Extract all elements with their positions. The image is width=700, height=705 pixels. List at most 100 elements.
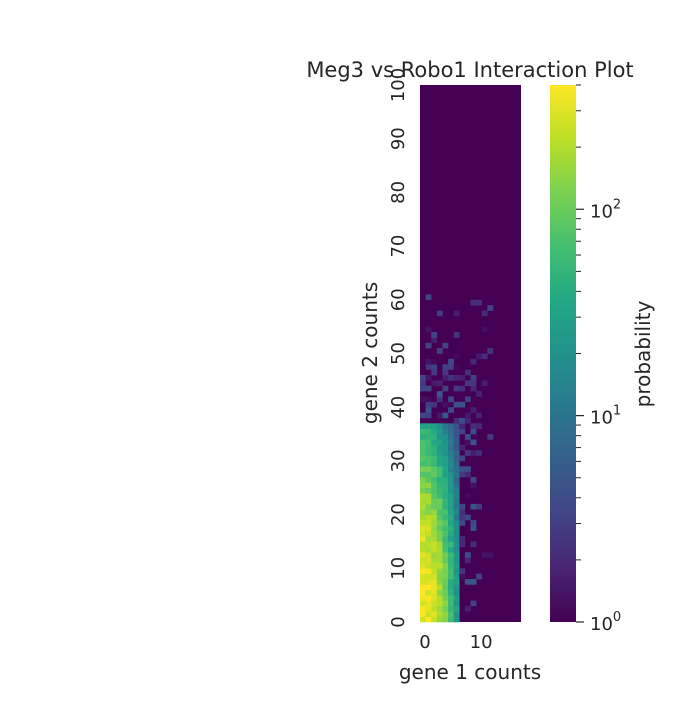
- heatmap-cell: [442, 579, 449, 585]
- heatmap-cell: [442, 482, 449, 489]
- heatmap-cell: [431, 600, 438, 607]
- heatmap-cell: [442, 342, 449, 349]
- heatmap-cell: [420, 460, 426, 467]
- heatmap-cells: [420, 85, 521, 623]
- heatmap-cell: [436, 525, 443, 532]
- heatmap-cell: [470, 482, 477, 489]
- heatmap-cell: [459, 385, 466, 392]
- heatmap-cell: [470, 407, 477, 413]
- heatmap-cell: [442, 455, 449, 462]
- heatmap-cell: [436, 541, 443, 548]
- heatmap-cell: [464, 450, 471, 456]
- heatmap-cell: [431, 380, 438, 387]
- heatmap-cell: [453, 562, 460, 569]
- heatmap-cell: [442, 541, 449, 548]
- heatmap-cell: [442, 434, 449, 440]
- heatmap-cell: [431, 401, 438, 408]
- heatmap-cell: [481, 326, 488, 333]
- heatmap-cell: [453, 471, 460, 478]
- heatmap-cell: [431, 616, 438, 623]
- heatmap-cell: [442, 568, 449, 574]
- heatmap-cell: [470, 358, 477, 365]
- heatmap-cell: [436, 348, 443, 354]
- heatmap-cell: [436, 605, 443, 612]
- heatmap-cell: [487, 305, 494, 311]
- heatmap-cell: [448, 487, 454, 494]
- heatmap-cell: [448, 434, 454, 440]
- heatmap-cell: [448, 498, 454, 505]
- heatmap-cell: [448, 552, 454, 558]
- heatmap-cell: [448, 562, 454, 569]
- heatmap-cell: [425, 519, 432, 526]
- heatmap-cell: [448, 482, 454, 489]
- heatmap-cell: [431, 439, 438, 446]
- heatmap-cell: [425, 557, 432, 564]
- heatmap-cell: [431, 605, 438, 612]
- heatmap-cell: [436, 562, 443, 569]
- heatmap-cell: [420, 493, 426, 499]
- heatmap-cell: [476, 503, 483, 510]
- heatmap-cell: [442, 595, 449, 601]
- heatmap-cell: [453, 541, 460, 548]
- heatmap-cell: [425, 536, 432, 542]
- heatmap-cell: [442, 536, 449, 542]
- heatmap-cell: [448, 509, 454, 515]
- heatmap-cell: [420, 605, 426, 612]
- heatmap-cell: [453, 439, 460, 446]
- heatmap-cell: [448, 460, 454, 467]
- y-axis-ticks: 0 10 20 30 40 50 60 70 80 90 100: [388, 68, 409, 628]
- heatmap-cell: [453, 460, 460, 467]
- heatmap-cell: [420, 568, 426, 574]
- heatmap-cell: [436, 552, 443, 558]
- y-tick-label: 30: [388, 449, 409, 472]
- heatmap-cell: [425, 514, 432, 521]
- heatmap-cell: [425, 412, 432, 419]
- heatmap-cell: [459, 519, 466, 526]
- heatmap-cell: [476, 450, 483, 456]
- heatmap-cell: [442, 385, 449, 392]
- heatmap-cell: [448, 530, 454, 537]
- heatmap-cell: [453, 487, 460, 494]
- chart-title: Meg3 vs Robo1 Interaction Plot: [306, 58, 633, 82]
- heatmap-cell: [431, 444, 438, 451]
- heatmap-cell: [420, 487, 426, 494]
- heatmap-cell: [431, 434, 438, 440]
- heatmap-cell: [448, 466, 454, 472]
- heatmap-cell: [448, 568, 454, 574]
- heatmap-cell: [431, 611, 438, 617]
- heatmap-cell: [448, 423, 454, 429]
- heatmap-cell: [476, 412, 483, 419]
- heatmap-cell: [453, 444, 460, 451]
- heatmap-cell: [420, 595, 426, 601]
- heatmap-cell: [453, 374, 460, 381]
- heatmap-cell: [442, 374, 449, 381]
- heatmap-cell: [436, 589, 443, 596]
- heatmap-cell: [431, 595, 438, 601]
- heatmap-cell: [420, 541, 426, 548]
- heatmap-cell: [436, 573, 443, 580]
- heatmap-cell: [453, 605, 460, 612]
- heatmap-cell: [442, 477, 449, 483]
- heatmap-cell: [431, 450, 438, 456]
- heatmap-cell: [442, 525, 449, 532]
- heatmap-cell: [425, 460, 432, 467]
- heatmap-cell: [448, 358, 454, 365]
- heatmap-cell: [481, 353, 488, 360]
- heatmap-cell: [420, 482, 426, 489]
- heatmap-cell: [453, 525, 460, 532]
- heatmap-cell: [431, 509, 438, 515]
- heatmap-cell: [436, 428, 443, 435]
- heatmap-cell: [436, 482, 443, 489]
- heatmap-cell: [442, 600, 449, 607]
- heatmap-cell: [436, 519, 443, 526]
- heatmap-cell: [453, 552, 460, 558]
- heatmap-cell: [448, 525, 454, 532]
- heatmap-cell: [431, 498, 438, 505]
- heatmap-cell: [425, 503, 432, 510]
- heatmap-cell: [425, 611, 432, 617]
- heatmap-cell: [453, 482, 460, 489]
- heatmap-cell: [448, 374, 454, 381]
- heatmap-cell: [442, 460, 449, 467]
- heatmap-cell: [420, 616, 426, 623]
